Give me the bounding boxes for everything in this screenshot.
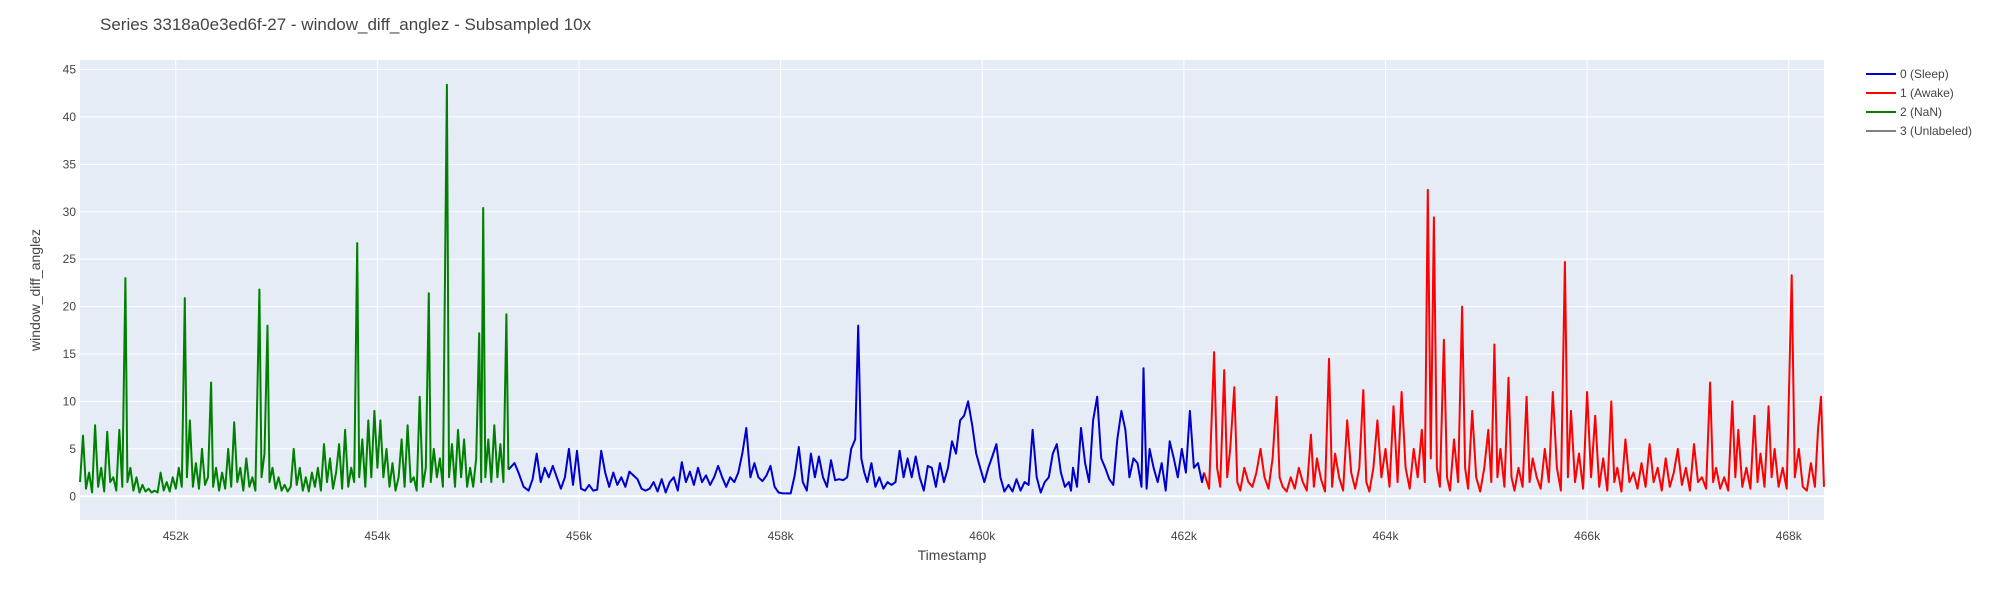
legend-label-0: 0 (Sleep)	[1900, 67, 1949, 81]
x-tick-label: 464k	[1372, 529, 1399, 543]
grid-layer	[80, 60, 1824, 520]
x-tick-label: 468k	[1776, 529, 1803, 543]
y-tick-label: 5	[69, 442, 76, 456]
x-tick-label: 466k	[1574, 529, 1601, 543]
legend-label-3: 3 (Unlabeled)	[1900, 124, 1972, 138]
y-tick-label: 40	[63, 110, 77, 124]
y-tick-label: 10	[63, 394, 77, 408]
y-axis-label: window_diff_anglez	[27, 229, 43, 352]
x-axis-ticks: 452k 454k 456k 458k 460k 462k 464k 466k 468k	[163, 529, 1803, 543]
legend-label-1: 1 (Awake)	[1900, 86, 1954, 100]
x-tick-label: 456k	[566, 529, 593, 543]
x-tick-label: 460k	[969, 529, 996, 543]
y-axis-ticks: 0 5 10 15 20 25 30 35 40 45	[63, 62, 77, 503]
series-line-1	[1203, 188, 1825, 493]
x-tick-label: 452k	[163, 529, 190, 543]
legend-label-2: 2 (NaN)	[1900, 105, 1942, 119]
y-tick-label: 0	[69, 489, 76, 503]
y-tick-label: 25	[63, 252, 77, 266]
y-tick-label: 45	[63, 62, 77, 76]
y-tick-label: 15	[63, 347, 77, 361]
x-axis-label: Timestamp	[918, 547, 987, 563]
x-tick-label: 454k	[364, 529, 391, 543]
series-layer	[79, 83, 1825, 495]
chart-title: Series 3318a0e3ed6f-27 - window_diff_ang…	[100, 15, 592, 34]
x-tick-label: 458k	[768, 529, 795, 543]
series-line-0	[507, 324, 1205, 495]
y-tick-label: 30	[63, 205, 77, 219]
x-tick-label: 462k	[1171, 529, 1198, 543]
legend: 0 (Sleep) 1 (Awake) 2 (NaN) 3 (Unlabeled)	[1866, 67, 1972, 138]
y-tick-label: 35	[63, 157, 77, 171]
y-tick-label: 20	[63, 300, 77, 314]
series-line-2	[79, 83, 510, 494]
